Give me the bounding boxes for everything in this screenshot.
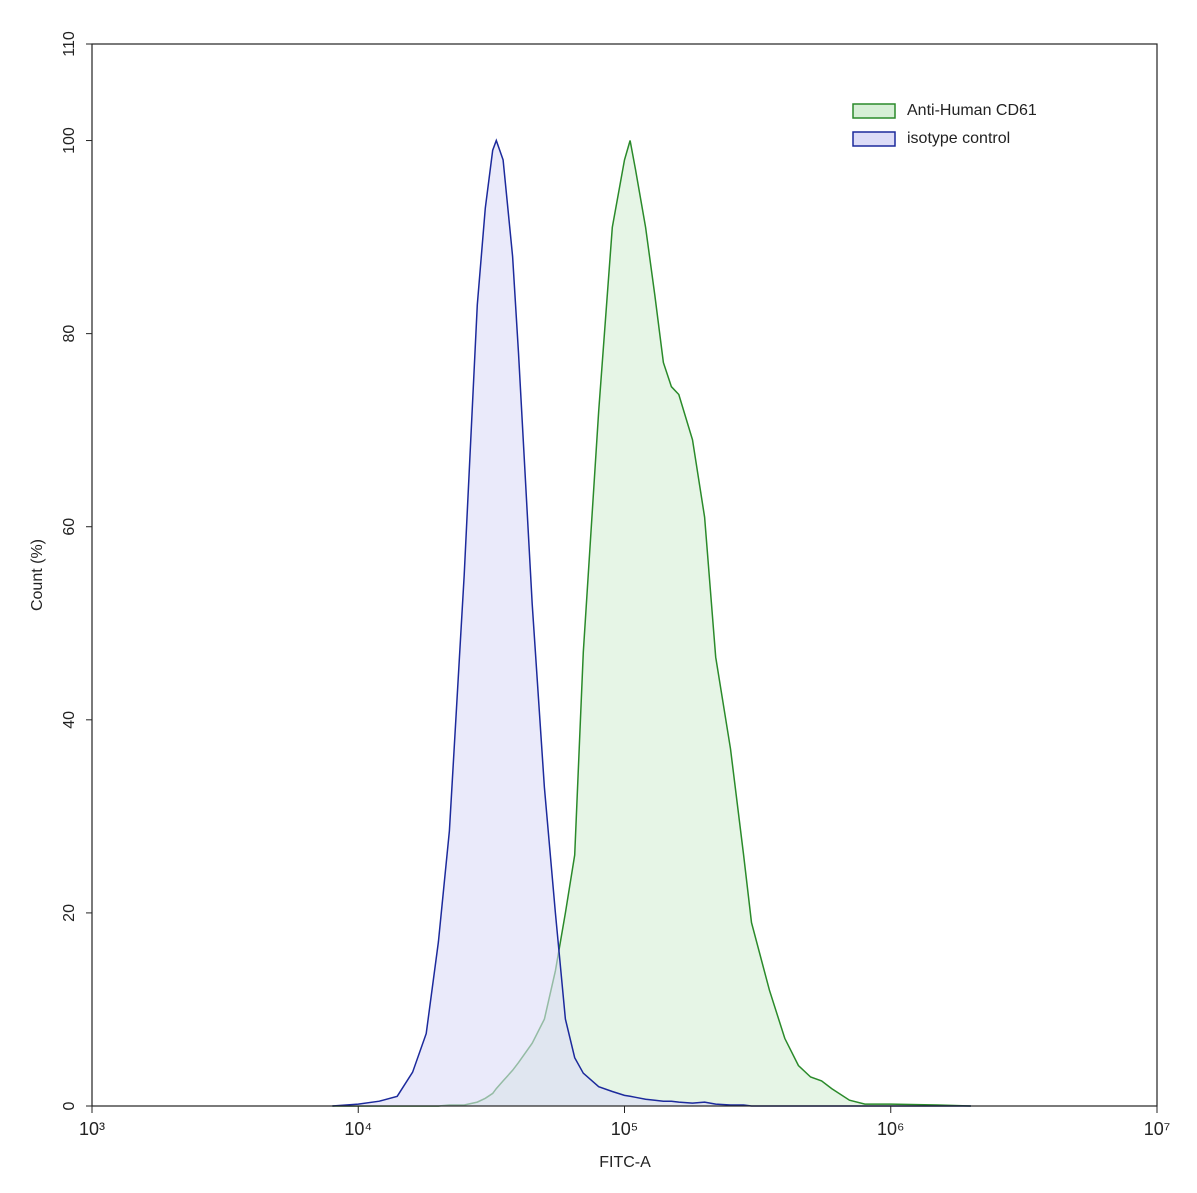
x-tick-label: 10⁶ (877, 1119, 904, 1139)
legend-swatch (852, 103, 896, 119)
y-tick-label: 110 (61, 31, 78, 57)
x-tick-label: 10⁷ (1144, 1119, 1171, 1139)
series-area (332, 140, 971, 1106)
y-tick-label: 60 (61, 518, 78, 536)
legend-label: isotype control (907, 130, 1010, 147)
y-tick-label: 0 (61, 1101, 78, 1110)
x-tick-label: 10⁴ (344, 1119, 372, 1139)
legend-label: Anti-Human CD61 (907, 102, 1037, 119)
x-tick-label: 10³ (79, 1119, 105, 1139)
legend-swatch (852, 131, 896, 147)
series-area (332, 140, 971, 1106)
y-tick-label: 100 (61, 127, 78, 154)
y-tick-label: 80 (61, 325, 78, 343)
x-tick-label: 10⁵ (611, 1119, 638, 1139)
y-tick-label: 20 (61, 904, 78, 922)
x-axis-label: FITC-A (599, 1154, 651, 1171)
y-tick-label: 40 (61, 711, 78, 729)
y-axis-label: Count (%) (29, 539, 46, 611)
